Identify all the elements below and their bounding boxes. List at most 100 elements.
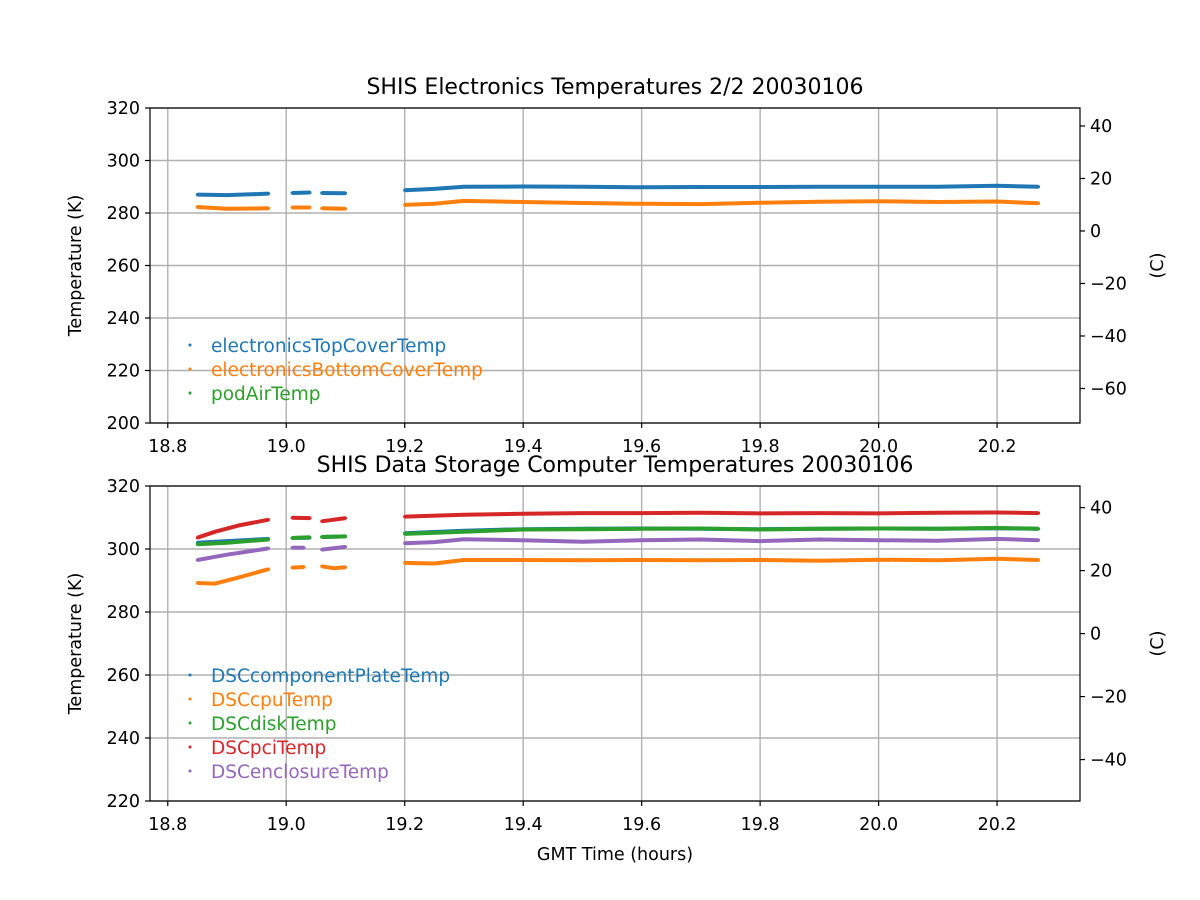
data-point xyxy=(640,185,644,189)
x-tick-label: 20.0 xyxy=(859,815,898,835)
series-segment xyxy=(197,567,270,586)
data-point xyxy=(521,200,525,204)
data-point xyxy=(521,527,525,532)
data-point xyxy=(403,541,407,545)
data-point xyxy=(343,207,348,211)
data-series xyxy=(195,183,1041,211)
y-axis-label: Temperature (K) xyxy=(66,573,86,716)
data-point xyxy=(995,557,999,561)
data-point xyxy=(462,199,466,203)
y-tick-label: 240 xyxy=(107,309,140,329)
series-segment xyxy=(321,516,346,524)
data-point xyxy=(699,526,703,531)
data-point xyxy=(462,185,466,189)
y-tick-label: 200 xyxy=(107,414,140,434)
data-point xyxy=(343,516,348,520)
data-point xyxy=(403,515,407,519)
legend-entry: electronicsBottomCoverTemp xyxy=(211,360,483,381)
data-point xyxy=(266,537,271,542)
data-point xyxy=(640,202,644,206)
data-point xyxy=(699,511,703,515)
y-tick-label: 280 xyxy=(107,204,140,224)
x-tick-label: 20.2 xyxy=(978,437,1017,457)
data-point xyxy=(213,530,217,534)
data-point xyxy=(266,546,271,551)
data-point xyxy=(877,558,881,562)
data-point xyxy=(266,206,271,210)
data-point xyxy=(580,185,585,189)
data-point xyxy=(521,512,525,516)
data-point xyxy=(580,511,585,515)
series-electronicsBottomCoverTemp xyxy=(195,198,1041,211)
data-point xyxy=(403,532,407,536)
data-point xyxy=(936,511,940,515)
data-point xyxy=(302,565,306,569)
data-point xyxy=(462,558,466,562)
data-point xyxy=(699,537,703,542)
data-point xyxy=(255,206,259,211)
data-point xyxy=(995,184,999,188)
data-point xyxy=(877,538,881,542)
series-segment xyxy=(404,510,1039,519)
y-tick-label: 260 xyxy=(107,257,140,277)
series-segment xyxy=(292,535,310,540)
right-axis-label: (C) xyxy=(1148,253,1168,279)
legend-marker xyxy=(188,697,192,701)
data-point xyxy=(308,205,312,210)
data-point xyxy=(266,567,271,571)
series-segment xyxy=(321,534,346,539)
axes-frame xyxy=(149,485,1081,802)
data-point xyxy=(580,201,585,205)
data-point xyxy=(699,558,703,562)
data-point xyxy=(320,191,324,195)
data-point xyxy=(521,184,525,189)
legend: DSCcomponentPlateTemp DSCcpuTemp DSCdiskTe… xyxy=(188,666,450,783)
right-axis-label: (C) xyxy=(1148,631,1168,657)
data-point xyxy=(521,538,525,542)
data-point xyxy=(308,190,312,195)
data-point xyxy=(255,192,259,196)
x-tick-label: 19.4 xyxy=(504,815,543,835)
data-point xyxy=(320,548,324,552)
data-point xyxy=(936,539,940,543)
series-DSCdiskTemp xyxy=(195,525,1041,547)
legend-entry: DSCenclosureTemp xyxy=(211,762,389,783)
y-tick-label: 220 xyxy=(107,792,140,812)
data-point xyxy=(225,553,229,557)
series-segment xyxy=(404,525,1039,536)
legend-marker xyxy=(188,391,192,395)
data-point xyxy=(758,511,762,515)
data-point xyxy=(462,537,466,541)
data-point xyxy=(936,527,940,531)
data-point xyxy=(343,565,348,569)
y-tick-label: 320 xyxy=(107,477,140,497)
chart-title: SHIS Electronics Temperatures 2/2 200301… xyxy=(366,75,863,100)
series-segment xyxy=(404,536,1039,546)
data-point xyxy=(580,558,585,562)
right-tick-label: −40 xyxy=(1090,327,1127,347)
axes-2: 18.8 19.0 19.2 19.4 19.6 19.8 20.0 20.2 220 240 26… xyxy=(66,453,1168,865)
right-tick-label: 0 xyxy=(1090,625,1101,645)
data-point xyxy=(877,511,881,515)
series-segment xyxy=(404,183,1039,193)
data-point xyxy=(580,540,585,544)
data-point xyxy=(758,558,762,562)
x-tick-label: 20.2 xyxy=(978,815,1017,835)
legend-marker xyxy=(188,367,192,371)
data-point xyxy=(343,545,348,549)
series-segment xyxy=(321,544,346,552)
data-point xyxy=(817,185,822,189)
x-tick-label: 18.8 xyxy=(148,437,187,457)
data-point xyxy=(699,185,703,189)
data-point xyxy=(1036,511,1041,515)
data-point xyxy=(225,541,229,545)
data-point xyxy=(237,575,241,580)
legend-marker xyxy=(188,721,192,725)
legend-entry: podAirTemp xyxy=(211,384,321,405)
x-tick-label: 19.4 xyxy=(504,437,543,457)
right-tick-label: 40 xyxy=(1090,117,1112,137)
data-series xyxy=(195,510,1041,586)
data-point xyxy=(758,185,762,189)
y-tick-label: 320 xyxy=(107,99,140,119)
